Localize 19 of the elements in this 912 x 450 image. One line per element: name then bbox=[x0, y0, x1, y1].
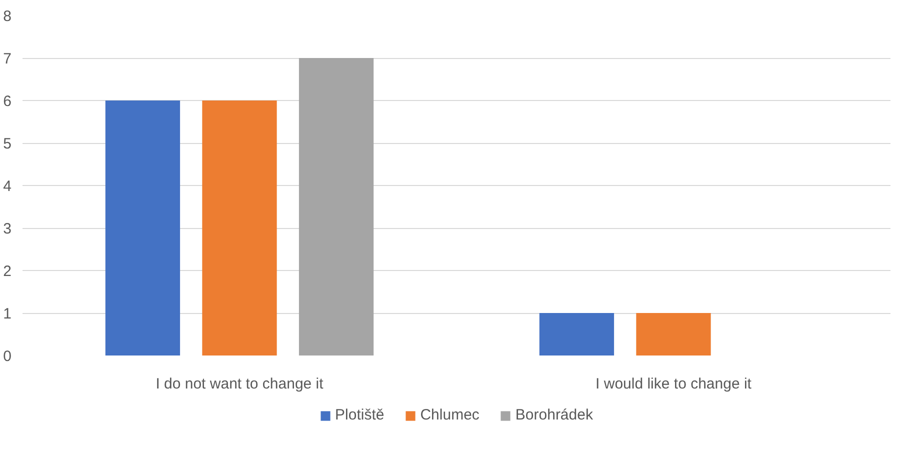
y-tick-label: 5 bbox=[3, 136, 12, 152]
bar bbox=[636, 313, 711, 356]
x-tick-label: I do not want to change it bbox=[156, 376, 324, 392]
bar bbox=[105, 100, 180, 356]
x-tick-label: I would like to change it bbox=[596, 376, 752, 392]
bar bbox=[202, 100, 277, 356]
y-tick-label: 4 bbox=[3, 178, 12, 195]
y-tick-label: 1 bbox=[3, 306, 12, 322]
y-tick-label: 6 bbox=[3, 93, 12, 110]
bar bbox=[539, 313, 614, 356]
legend-label: Borohrádek bbox=[515, 406, 593, 424]
legend-label: Plotiště bbox=[335, 406, 384, 424]
y-tick-label: 3 bbox=[3, 220, 12, 238]
bar bbox=[298, 58, 374, 356]
y-tick-label: 7 bbox=[3, 50, 12, 68]
legend-label: Chlumec bbox=[420, 406, 480, 424]
y-tick-label: 0 bbox=[3, 348, 12, 365]
y-tick-label: 8 bbox=[3, 8, 12, 25]
y-tick-label: 2 bbox=[3, 263, 12, 280]
